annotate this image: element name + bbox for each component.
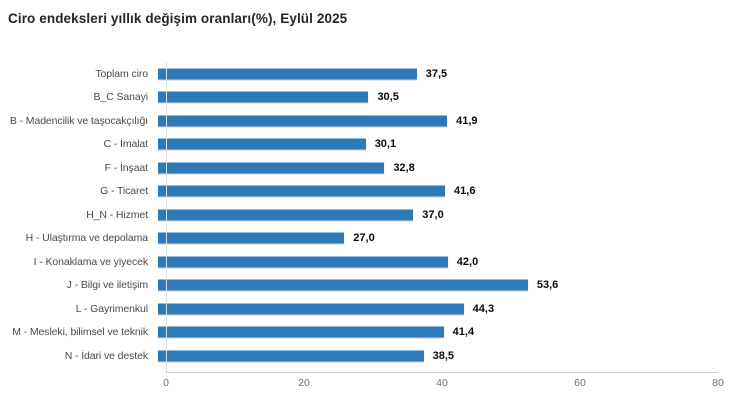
x-tick-label: 0 [163,376,169,389]
bar-row: F - İnşaat 32,8 [0,156,750,180]
bar-row: B - Madencilik ve taşocakçılığı 41,9 [0,109,750,133]
category-label: L - Gayrimenkul [75,302,148,315]
bar [158,185,446,197]
x-tick-label: 80 [712,376,724,389]
category-label: F - İnşaat [104,161,148,174]
bar-track: 32,8 [158,156,710,180]
bar-track: 53,6 [158,274,710,298]
bar-track: 41,6 [158,180,710,204]
bar-row: H - Ulaştırma ve depolama 27,0 [0,227,750,251]
bar-row: M - Mesleki, bilimsel ve teknik 41,4 [0,321,750,345]
bar [158,303,464,315]
chart-rows: Toplam ciro 37,5 B_C Sanayi 30,5 B - Madenci… [0,62,750,368]
category-label: C - İmalat [103,138,148,151]
bar [158,209,414,221]
x-axis-line [166,371,718,373]
category-label: Toplam ciro [95,67,148,80]
value-label: 42,0 [456,255,479,268]
bar-track: 42,0 [158,250,710,274]
bar-row: I - Konaklama ve yiyecek 42,0 [0,250,750,274]
category-label: M - Mesleki, bilimsel ve teknik [12,326,148,339]
bar [158,91,369,103]
chart-title: Ciro endeksleri yıllık değişim oranları(… [8,11,348,26]
y-axis-line [166,62,167,372]
value-label: 38,5 [432,349,455,362]
bar-row: H_N - Hizmet 37,0 [0,203,750,227]
bar-row: B_C Sanayi 30,5 [0,86,750,110]
value-label: 41,4 [452,326,475,339]
bar [158,279,528,291]
value-label: 27,0 [353,232,375,245]
bar-row: Toplam ciro 37,5 [0,62,750,86]
category-label: B_C Sanayi [93,91,149,104]
value-label: 41,9 [456,114,478,127]
bar-chart: Toplam ciro 37,5 B_C Sanayi 30,5 B - Madenci… [0,62,750,389]
category-label: H_N - Hizmet [86,208,148,221]
x-tick-label: 40 [436,376,448,389]
bar [158,68,417,80]
value-label: 30,1 [374,138,397,151]
bar [158,138,366,150]
value-label: 41,6 [454,185,476,198]
bar [158,326,444,338]
x-tick-label: 60 [574,376,586,389]
bar-row: N - İdari ve destek 38,5 [0,344,750,368]
bar-track: 38,5 [158,344,710,368]
category-label: B - Madencilik ve taşocakçılığı [9,114,148,127]
bar-track: 30,5 [158,86,710,110]
bar-track: 37,0 [158,203,710,227]
bar-track: 30,1 [158,133,710,157]
category-label: I - Konaklama ve yiyecek [33,255,148,268]
bar [158,232,345,244]
category-label: N - İdari ve destek [64,349,148,362]
value-label: 37,5 [425,67,448,80]
bar [158,162,385,174]
bar [158,350,424,362]
bar-track: 41,4 [158,321,710,345]
bar-row: C - İmalat 30,1 [0,133,750,157]
bar-row: G - Ticaret 41,6 [0,180,750,204]
category-label: G - Ticaret [100,185,148,198]
bar-row: J - Bilgi ve iletişim 53,6 [0,274,750,298]
bar [158,256,448,268]
bar-track: 37,5 [158,62,710,86]
bar-row: L - Gayrimenkul 44,3 [0,297,750,321]
category-label: H - Ulaştırma ve depolama [25,232,148,245]
category-label: J - Bilgi ve iletişim [66,279,148,292]
bar-track: 27,0 [158,227,710,251]
value-label: 32,8 [393,161,415,174]
value-label: 53,6 [536,279,559,292]
x-axis-ticks: 0 20 40 60 80 [163,376,724,391]
x-tick-label: 20 [298,376,310,389]
value-label: 30,5 [377,91,399,104]
value-label: 44,3 [472,302,495,315]
bar-track: 44,3 [158,297,710,321]
bar-track: 41,9 [158,109,710,133]
bar [158,115,448,127]
value-label: 37,0 [422,208,444,221]
